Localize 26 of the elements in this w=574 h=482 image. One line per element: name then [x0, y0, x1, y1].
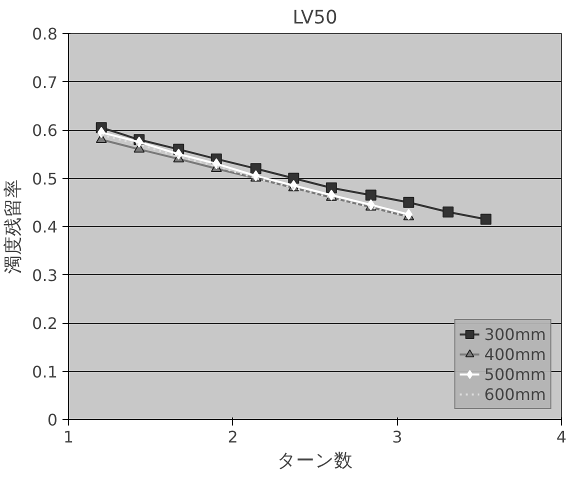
chart-title: LV50	[292, 8, 338, 28]
x-tick-label: 4	[556, 428, 567, 446]
point	[403, 196, 414, 208]
y-tick-label: 0	[47, 410, 58, 430]
y-tick-label: 0.4	[32, 218, 58, 236]
point	[442, 206, 454, 218]
x-tick-label: 3	[392, 428, 402, 446]
y-tick-label: 0.2	[32, 314, 58, 333]
y-tick-label: 0.8	[32, 24, 58, 44]
y-tick-label: 0.7	[32, 72, 58, 92]
x-tick-label: 1	[63, 428, 74, 446]
point	[365, 190, 376, 201]
legend-label: 300mm	[484, 324, 546, 344]
legend-label: 600mm	[484, 384, 546, 404]
point	[250, 163, 262, 174]
y-tick-label: 0.5	[32, 169, 58, 188]
x-tick-label: 2	[228, 428, 238, 446]
y-axis-title: 濁度残留率	[2, 179, 24, 274]
point	[480, 214, 492, 225]
point	[326, 182, 337, 194]
y-tick-label: 0.3	[32, 266, 58, 285]
y-tick-label: 0.1	[32, 362, 58, 382]
legend-label: 400mm	[484, 344, 546, 364]
legend-label: 500mm	[484, 364, 546, 384]
y-tick-label: 0.6	[32, 121, 58, 140]
x-axis-title: ターン数	[277, 450, 353, 472]
